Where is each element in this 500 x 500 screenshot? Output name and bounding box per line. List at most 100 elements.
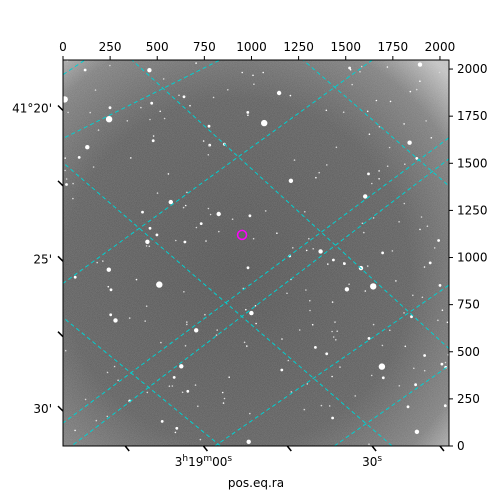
star (304, 211, 306, 213)
star (331, 375, 333, 378)
star (414, 383, 417, 387)
star (403, 312, 405, 314)
star (109, 288, 113, 292)
star (315, 176, 317, 179)
star (64, 157, 66, 159)
star (179, 364, 184, 369)
star (417, 62, 423, 67)
grid-line (214, 284, 449, 446)
star (407, 140, 412, 145)
right-tick-label: 1500 (457, 156, 488, 170)
star (367, 337, 371, 340)
star (342, 111, 345, 113)
sky-noise (63, 60, 449, 446)
star (331, 416, 334, 420)
star (276, 232, 278, 234)
bottom-ra-axis: 3h19m00s 30s (124, 445, 445, 469)
top-tick-label: 1250 (283, 40, 314, 54)
star (389, 329, 391, 332)
star (83, 68, 87, 72)
star (298, 329, 301, 331)
star (94, 89, 97, 91)
star (309, 299, 311, 302)
ra-minor-tick (439, 445, 445, 452)
star (286, 292, 288, 295)
star (366, 110, 369, 113)
star (372, 217, 375, 219)
star (335, 146, 338, 149)
star (339, 366, 341, 368)
star (253, 83, 255, 85)
star (246, 345, 248, 347)
grid-line (63, 60, 222, 140)
star (204, 313, 206, 316)
dec-tick (57, 405, 64, 412)
star (172, 376, 176, 379)
star (386, 165, 389, 167)
plot-frame (62, 59, 450, 447)
star (184, 204, 187, 207)
star (199, 222, 203, 226)
star (148, 226, 152, 230)
star (167, 173, 170, 175)
star (381, 251, 384, 255)
star (332, 336, 335, 338)
star (247, 114, 249, 116)
star (184, 345, 187, 347)
star (343, 262, 346, 265)
star (147, 68, 152, 73)
star (363, 231, 365, 234)
star (438, 71, 441, 74)
star (106, 267, 112, 272)
star (216, 329, 218, 331)
ra-tick (202, 445, 209, 452)
star (305, 249, 308, 252)
star (437, 239, 440, 242)
right-tick-label: 2000 (457, 62, 488, 76)
star (182, 206, 185, 209)
star (423, 354, 426, 357)
star (325, 109, 328, 112)
star (171, 385, 174, 387)
star (349, 68, 352, 71)
star (308, 237, 310, 240)
star (403, 202, 406, 205)
star (223, 397, 226, 400)
star (262, 71, 265, 74)
star (325, 352, 329, 356)
right-tick-label: 250 (457, 392, 480, 406)
star (331, 330, 333, 333)
star (150, 101, 154, 105)
star (326, 164, 328, 166)
star (370, 283, 377, 290)
star (395, 280, 397, 282)
star (197, 405, 199, 408)
top-tick-label: 0 (59, 40, 67, 54)
star (65, 183, 68, 186)
star (246, 111, 250, 114)
star (368, 443, 370, 446)
star (186, 389, 190, 393)
star (360, 65, 363, 68)
star (241, 71, 243, 74)
star (145, 245, 148, 247)
top-tick-label: 2000 (425, 40, 456, 54)
star (280, 368, 284, 372)
right-tick-label: 1000 (457, 251, 488, 265)
right-tick-label: 750 (457, 298, 480, 312)
star (303, 408, 306, 411)
star (73, 275, 77, 279)
star (378, 125, 381, 128)
star (264, 210, 267, 212)
star (128, 317, 131, 319)
star (96, 261, 98, 264)
star (386, 66, 389, 68)
star (186, 323, 188, 326)
star (141, 210, 144, 214)
dec-minor-tick (57, 331, 64, 338)
star (414, 429, 420, 434)
star (195, 62, 197, 64)
star (106, 371, 109, 374)
star (423, 369, 426, 372)
star (228, 376, 230, 379)
